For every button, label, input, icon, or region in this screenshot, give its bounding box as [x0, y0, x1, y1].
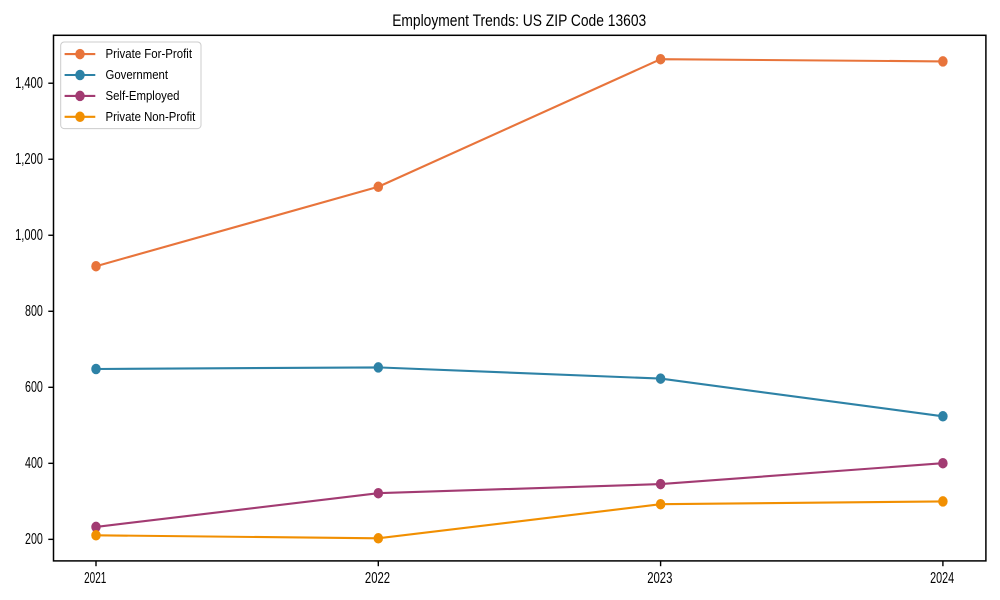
svg-text:1,400: 1,400 — [15, 75, 43, 92]
svg-text:2022: 2022 — [365, 570, 390, 587]
svg-text:Self-Employed: Self-Employed — [106, 88, 180, 103]
svg-text:1,200: 1,200 — [15, 151, 43, 168]
svg-text:2021: 2021 — [84, 570, 106, 587]
svg-text:600: 600 — [25, 379, 43, 396]
svg-text:400: 400 — [25, 455, 43, 472]
svg-text:2023: 2023 — [647, 570, 672, 587]
svg-text:1,000: 1,000 — [15, 227, 43, 244]
svg-text:2024: 2024 — [930, 570, 954, 587]
svg-text:Private Non-Profit: Private Non-Profit — [106, 109, 196, 124]
svg-text:Government: Government — [106, 67, 169, 82]
svg-text:Private For-Profit: Private For-Profit — [106, 46, 193, 61]
svg-text:800: 800 — [25, 303, 43, 320]
svg-text:Employment Trends: US ZIP Code: Employment Trends: US ZIP Code 13603 — [392, 12, 646, 30]
svg-text:200: 200 — [25, 531, 43, 548]
